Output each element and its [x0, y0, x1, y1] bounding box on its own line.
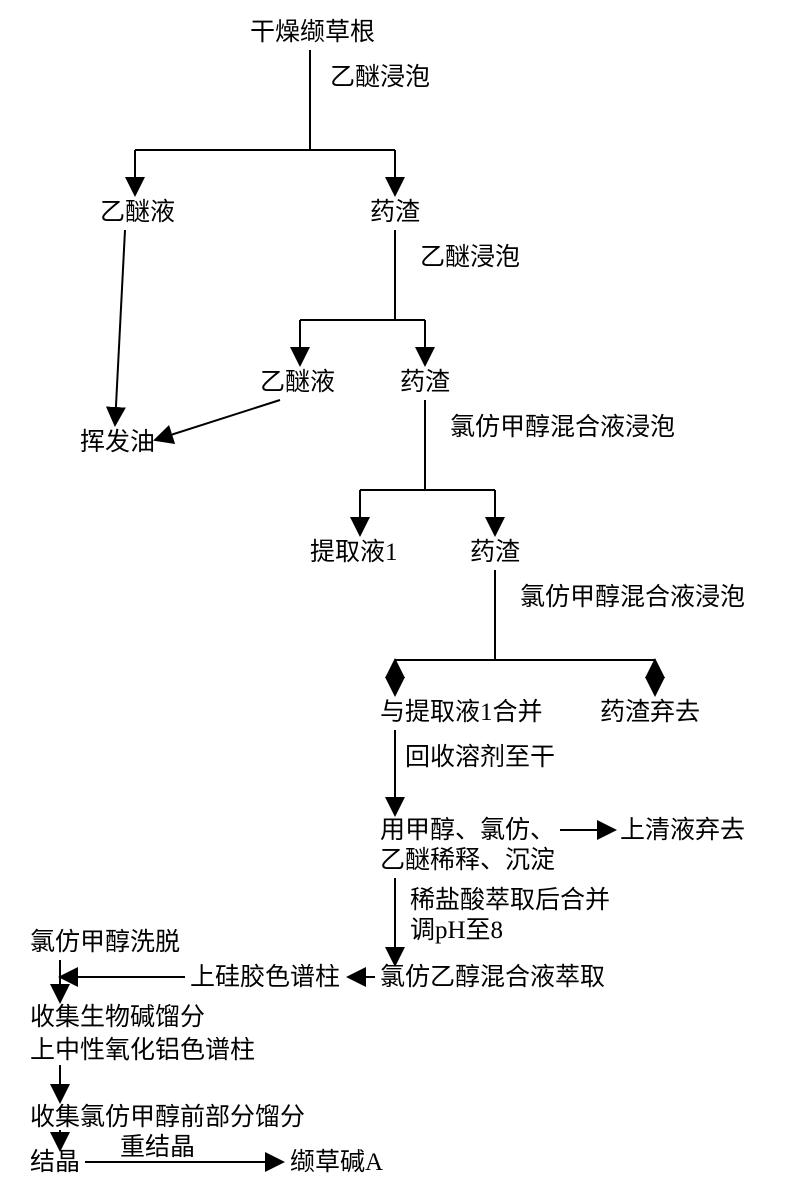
- node-silica: 上硅胶色谱柱: [190, 963, 340, 991]
- node-final: 缬草碱A: [290, 1148, 383, 1176]
- node-edge4: 氯仿甲醇混合液浸泡: [520, 583, 745, 611]
- node-residue3: 药渣: [470, 538, 520, 566]
- node-ether2: 乙醚液: [260, 368, 335, 396]
- node-edge2: 乙醚浸泡: [420, 243, 520, 271]
- node-volatile: 挥发油: [80, 428, 155, 456]
- node-edge6a: 稀盐酸萃取后合并: [410, 886, 610, 914]
- node-edge7: 氯仿甲醇洗脱: [30, 928, 180, 956]
- node-edge8: 重结晶: [120, 1133, 195, 1161]
- flow-edge: [155, 400, 280, 440]
- node-discard2: 上清液弃去: [620, 816, 745, 844]
- node-edge3: 氯仿甲醇混合液浸泡: [450, 413, 675, 441]
- node-cfext: 氯仿乙醇混合液萃取: [380, 963, 605, 991]
- node-edge5: 回收溶剂至干: [405, 743, 555, 771]
- node-extract1: 提取液1: [310, 538, 398, 566]
- node-collect1: 收集生物碱馏分: [30, 1003, 205, 1031]
- node-start: 干燥缬草根: [250, 18, 375, 46]
- node-crystal: 结晶: [30, 1148, 80, 1176]
- node-residue2: 药渣: [400, 368, 450, 396]
- node-merge: 与提取液1合并: [380, 698, 543, 726]
- node-collect2: 收集氯仿甲醇前部分馏分: [30, 1103, 305, 1131]
- node-edge6b: 调pH至8: [410, 917, 503, 944]
- node-dilute2: 乙醚稀释、沉淀: [380, 846, 555, 874]
- node-discard1: 药渣弃去: [600, 698, 700, 726]
- node-residue1: 药渣: [370, 198, 420, 226]
- flow-edge: [115, 230, 125, 425]
- node-alumina: 上中性氧化铝色谱柱: [30, 1036, 255, 1064]
- node-ether1: 乙醚液: [100, 198, 175, 226]
- node-edge1: 乙醚浸泡: [330, 63, 430, 91]
- node-dilute1: 用甲醇、氯仿、: [380, 816, 555, 844]
